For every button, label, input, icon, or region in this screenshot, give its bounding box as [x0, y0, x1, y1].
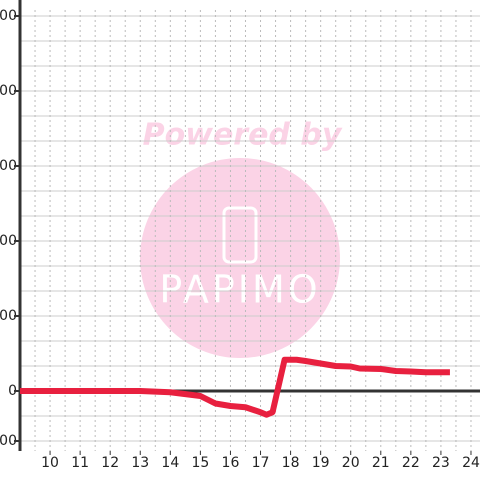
- y-tick-label: 90,000: [0, 158, 17, 174]
- x-tick-label: 21: [372, 455, 390, 471]
- data-line: [20, 356, 450, 418]
- x-tick-label: 13: [131, 455, 149, 471]
- x-tick-label: 20: [342, 455, 360, 471]
- x-tick-label: 24: [462, 455, 480, 471]
- x-tick-label: 11: [71, 455, 89, 471]
- x-tick-label: 22: [402, 455, 420, 471]
- y-tick-label: 150,000: [0, 8, 17, 24]
- x-tick-label: 14: [161, 455, 179, 471]
- x-tick-label: 16: [222, 455, 240, 471]
- watermark-text: Powered by: [143, 118, 343, 153]
- x-tick-label: 23: [432, 455, 450, 471]
- x-tick-label: 15: [191, 455, 209, 471]
- x-tick-label: 10: [41, 455, 59, 471]
- watermark-circle: [140, 158, 340, 358]
- x-tick-label: 19: [312, 455, 330, 471]
- y-tick-label: 0: [8, 383, 17, 399]
- watermark-icon: [222, 206, 258, 264]
- y-tick-label: 60,000: [0, 233, 17, 249]
- x-tick-label: 17: [252, 455, 270, 471]
- y-tick-label: 120,000: [0, 83, 17, 99]
- x-tick-label: 12: [101, 455, 119, 471]
- y-tick-label: -20,000: [0, 433, 17, 449]
- x-tick-label: 18: [282, 455, 300, 471]
- watermark-logo: PAPIMO: [159, 268, 320, 312]
- y-tick-label: 30,000: [0, 308, 17, 324]
